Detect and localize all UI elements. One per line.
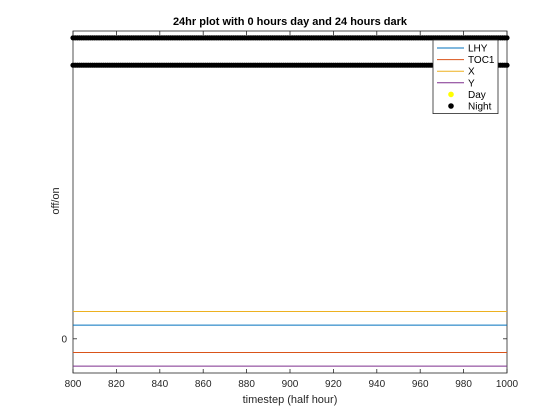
plot-area: 800 820 840 860 880 900 920 940 960 980 1000 0 LHYTO… xyxy=(61,30,519,390)
night-marker xyxy=(504,35,510,41)
x-tick-label: 980 xyxy=(455,379,472,390)
legend-label-day: Day xyxy=(468,90,486,101)
y-axis-label: off/on xyxy=(50,187,62,214)
night-marker xyxy=(504,62,510,68)
legend-label-lhy: LHY xyxy=(468,44,488,55)
x-tick-label: 880 xyxy=(238,379,255,390)
x-tick-label: 960 xyxy=(412,379,429,390)
y-tick-label: 0 xyxy=(61,334,67,345)
legend-label-y: Y xyxy=(468,78,475,89)
legend-swatch-night xyxy=(448,103,454,109)
x-tick-label: 920 xyxy=(325,379,342,390)
legend-label-toc1: TOC1 xyxy=(468,55,495,66)
x-tick-label: 900 xyxy=(282,379,299,390)
legend-label-night: Night xyxy=(468,102,492,113)
x-tick-label: 840 xyxy=(151,379,168,390)
legend-box xyxy=(432,39,499,114)
x-tick-label: 940 xyxy=(368,379,385,390)
x-tick-label: 820 xyxy=(108,379,125,390)
x-tick-label: 1000 xyxy=(496,379,519,390)
x-tick-label: 860 xyxy=(195,379,212,390)
legend-swatch-day xyxy=(448,91,454,98)
legend-label-x: X xyxy=(468,67,475,78)
x-axis-label: timestep (half hour) xyxy=(243,394,338,406)
chart-title: 24hr plot with 0 hours day and 24 hours … xyxy=(173,16,408,28)
x-tick-label: 800 xyxy=(65,379,82,390)
